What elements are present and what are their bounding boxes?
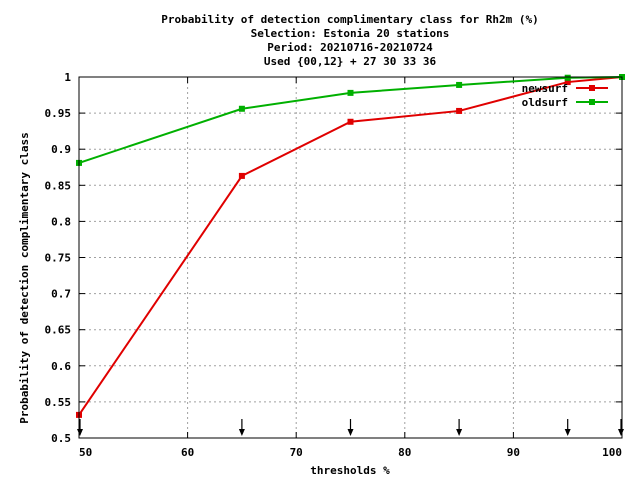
chart-title-line-4: Used {00,12} + 27 30 33 36	[264, 55, 437, 68]
chart-title-line-3: Period: 20210716-20210724	[267, 41, 433, 54]
y-tick-label: 0.7	[51, 288, 71, 301]
y-tick-label: 0.85	[45, 179, 72, 192]
y-axis-ticks: 0.5 0.55 0.6 0.65 0.7 0.75 0.8 0.85 0.9 0.95 1	[45, 71, 622, 445]
threshold-arrow-head	[618, 429, 624, 436]
series-line-newsurf	[78, 76, 623, 416]
threshold-arrow-head	[347, 429, 354, 436]
threshold-arrows	[77, 419, 624, 436]
legend-label-newsurf: newsurf	[522, 82, 568, 95]
data-point-oldsurf	[238, 105, 245, 112]
grid-lines	[79, 77, 622, 438]
data-point-oldsurf	[456, 81, 463, 88]
y-tick-label: 0.6	[51, 360, 71, 373]
x-axis-ticks: 50 60 70 80 90 100	[78, 77, 623, 459]
series-lines	[76, 74, 625, 418]
chart-title-line-1: Probability of detection complimentary c…	[161, 13, 539, 26]
y-tick-label: 0.8	[51, 215, 71, 228]
legend-label-oldsurf: oldsurf	[522, 96, 568, 109]
data-point-newsurf	[456, 107, 463, 114]
data-point-newsurf	[347, 118, 354, 125]
x-tick-label: 80	[398, 446, 411, 459]
x-tick-label: 90	[507, 446, 520, 459]
data-point-oldsurf	[347, 89, 354, 96]
y-tick-label: 1	[64, 71, 71, 84]
legend-marker-oldsurf	[589, 99, 595, 105]
chart-title-line-2: Selection: Estonia 20 stations	[251, 27, 450, 40]
y-tick-label: 0.9	[51, 143, 71, 156]
x-tick-label: 50	[79, 446, 92, 459]
y-tick-label: 0.55	[45, 396, 72, 409]
x-axis-label: thresholds %	[310, 464, 390, 477]
threshold-arrow-head	[456, 429, 463, 436]
series-line-oldsurf	[78, 76, 623, 164]
data-point-newsurf	[564, 79, 571, 86]
x-tick-label: 70	[290, 446, 303, 459]
plot-frame	[78, 76, 623, 439]
data-point-oldsurf	[564, 74, 571, 81]
y-tick-label: 0.5	[51, 432, 71, 445]
threshold-arrow-head	[564, 429, 571, 436]
x-tick-label: 100	[602, 446, 622, 459]
threshold-arrow-head	[238, 429, 245, 436]
x-tick-label: 60	[181, 446, 194, 459]
data-point-newsurf	[238, 172, 245, 179]
y-tick-label: 0.75	[45, 252, 72, 265]
threshold-arrow-head	[77, 429, 83, 436]
y-tick-label: 0.65	[45, 324, 72, 337]
chart-title: Probability of detection complimentary c…	[161, 13, 539, 68]
legend-marker-newsurf	[589, 85, 595, 91]
y-tick-label: 0.95	[45, 107, 72, 120]
y-axis-label: Probability of detection complimentary c…	[18, 132, 31, 423]
